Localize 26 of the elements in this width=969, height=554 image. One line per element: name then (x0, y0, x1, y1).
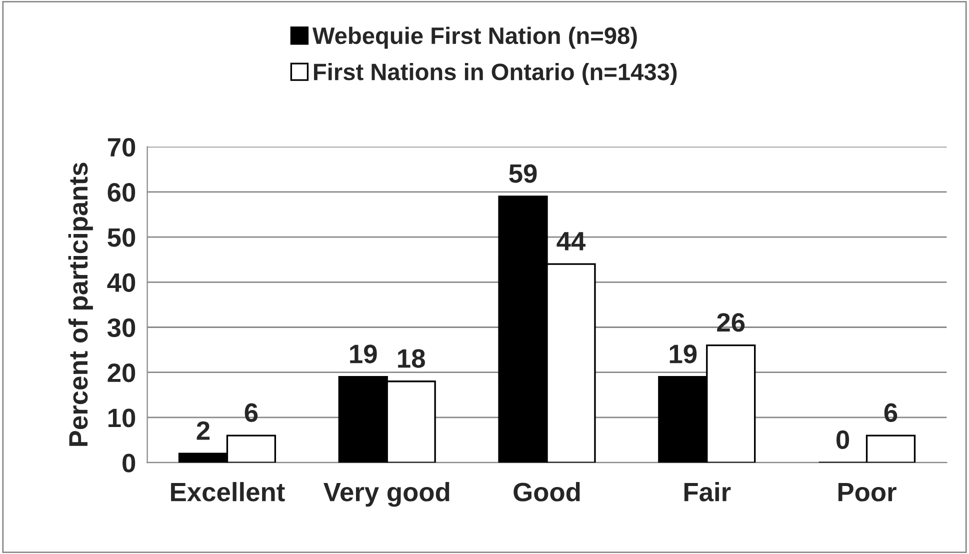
y-tick-label: 10 (108, 408, 136, 428)
x-tick-label: Very good (324, 482, 450, 507)
data-label: 26 (717, 313, 745, 332)
y-tick-label: 50 (108, 228, 136, 247)
y-tick-label: 40 (107, 273, 136, 292)
data-label: 19 (350, 344, 377, 364)
legend-label: Webequie First Nation (n=98) (312, 26, 637, 49)
y-tick-label: 70 (108, 138, 136, 157)
y-tick-label: 20 (108, 364, 136, 382)
y-axis-title: Percent of participants (68, 162, 93, 446)
data-label: 18 (398, 349, 425, 368)
y-tick-label: 30 (107, 318, 136, 338)
x-tick-label: Good (514, 482, 580, 502)
data-label: 44 (556, 232, 586, 250)
data-label: 0 (836, 430, 850, 450)
y-tick-label: 0 (122, 454, 136, 472)
legend-label: First Nations in Ontario (n=1433) (314, 62, 677, 85)
x-tick-label: Fair (684, 482, 731, 502)
y-tick-label: 60 (108, 183, 136, 202)
data-label: 6 (244, 403, 258, 422)
data-label: 19 (670, 344, 697, 364)
x-tick-label: Excellent (171, 482, 285, 502)
data-label: 6 (884, 403, 898, 422)
data-label: 2 (196, 421, 210, 440)
x-tick-label: Poor (838, 483, 896, 502)
data-label: 59 (509, 164, 537, 183)
